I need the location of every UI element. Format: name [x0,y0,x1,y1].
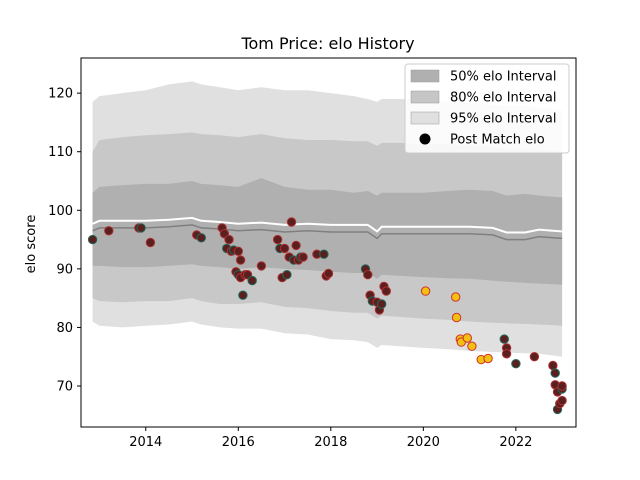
mean-elo-line [92,224,563,241]
post-match-elo-point [233,246,244,257]
legend-swatch [410,69,440,83]
y-tick-label: 70 [56,380,73,395]
post-match-elo-point [363,270,373,280]
post-match-elo-point-recent [420,286,431,296]
post-match-elo-point [550,368,560,378]
y-tick-label: 80 [56,321,73,336]
legend-label: 50% elo Interval [450,70,557,85]
x-tick-label: 2016 [222,435,255,450]
y-axis-label: elo score [24,215,39,274]
legend-swatch [410,111,440,125]
post-match-elo-point [279,243,290,254]
x-tick-label: 2020 [407,435,440,450]
legend-box [404,63,570,154]
post-match-elo-point [286,217,297,227]
post-match-elo-point [238,290,248,300]
post-match-elo-point [136,223,146,233]
legend-marker [419,133,431,145]
y-tick-label: 120 [48,87,73,102]
post-match-elo-point-recent [451,312,462,323]
post-match-elo-point [557,395,567,406]
post-match-elo-point [319,249,329,259]
post-match-elo-point [272,234,283,245]
post-match-elo-point-recent [467,341,477,351]
post-match-elo-point [323,268,334,279]
post-match-elo-point [224,234,234,245]
post-match-elo-point [196,233,207,243]
post-match-elo-point [548,360,558,371]
x-tick-label: 2018 [314,435,347,450]
post-match-elo-point [298,252,308,262]
post-match-elo-point [247,275,257,286]
post-match-elo-point [529,352,540,362]
post-match-elo-point [235,255,246,265]
post-match-elo-point-recent [451,292,461,302]
post-match-elo-point [377,299,387,309]
legend-swatch [410,90,440,104]
post-match-elo-point [499,334,509,344]
legend-label: 95% elo Interval [450,112,557,127]
post-match-elo-point [282,270,292,280]
post-match-elo-point [291,240,301,251]
post-match-elo-point-recent [483,353,493,364]
x-tick-label: 2022 [499,435,532,450]
post-match-elo-point [145,237,156,248]
x-tick-label: 2014 [129,435,162,450]
chart-title: Tom Price: elo History [240,34,414,53]
mean-elo-highlight-line [92,216,563,234]
post-match-elo-point [256,261,267,271]
post-match-elo-point [104,226,114,236]
axes-frame [80,57,577,428]
legend: 50% elo Interval 80% elo Interval 95% elo … [404,63,570,154]
post-match-elo-point [501,349,512,359]
post-match-elo-point [511,359,521,369]
y-tick-label: 100 [48,204,73,219]
post-match-elo-point [381,286,391,296]
y-tick-label: 90 [56,262,73,277]
legend-label: 80% elo Interval [450,91,557,106]
legend-label: Post Match elo [450,133,545,148]
post-match-elo-point [557,381,567,391]
post-match-elo-point-recent [462,333,472,343]
y-tick-label: 110 [48,145,73,160]
post-match-elo-point [87,234,98,245]
